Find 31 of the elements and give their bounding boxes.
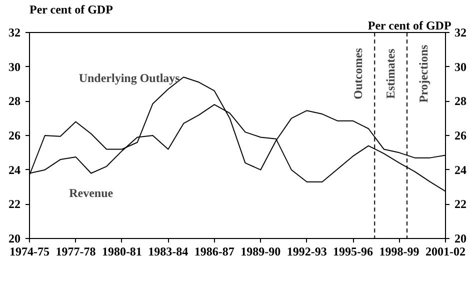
y-tick-label: 28 bbox=[8, 94, 20, 108]
x-tick-label: 1977-78 bbox=[56, 244, 96, 258]
y-tick-label: 20 bbox=[8, 232, 20, 246]
x-tick-label: 1989-90 bbox=[240, 244, 281, 258]
y2-axis-title: Per cent of GDP bbox=[368, 18, 452, 32]
annotation: Underlying Outlays bbox=[78, 70, 180, 85]
annotation: Outcomes bbox=[351, 48, 366, 100]
x-tick-label: 1983-84 bbox=[148, 244, 188, 258]
annotation: Projections bbox=[416, 44, 430, 103]
x-tick-label: 1974-75 bbox=[10, 244, 50, 258]
y-tick-label: 30 bbox=[8, 60, 20, 74]
x-tick-label: 1998-99 bbox=[379, 244, 420, 258]
annotation: Revenue bbox=[69, 186, 114, 200]
y2-tick-label: 20 bbox=[454, 232, 466, 246]
x-tick-label: 1995-96 bbox=[333, 244, 374, 258]
y-axis-title: Per cent of GDP bbox=[30, 2, 113, 16]
y2-tick-label: 26 bbox=[454, 128, 466, 142]
y2-tick-label: 22 bbox=[454, 197, 466, 212]
y-tick-label: 22 bbox=[8, 197, 20, 212]
y-tick-label: 32 bbox=[8, 26, 20, 40]
x-tick-label: 1992-93 bbox=[286, 244, 327, 258]
y2-tick-label: 32 bbox=[454, 26, 466, 40]
y2-tick-label: 30 bbox=[454, 60, 466, 74]
x-tick-label: 1980-81 bbox=[102, 244, 142, 258]
y-tick-label: 26 bbox=[8, 128, 20, 142]
y2-tick-label: 24 bbox=[454, 162, 466, 177]
x-tick-label: 2001-02 bbox=[426, 244, 466, 258]
x-tick-label: 1986-87 bbox=[194, 244, 234, 258]
y-tick-label: 24 bbox=[8, 162, 20, 177]
annotation: Estimates bbox=[384, 48, 398, 99]
y2-tick-label: 28 bbox=[454, 94, 466, 108]
